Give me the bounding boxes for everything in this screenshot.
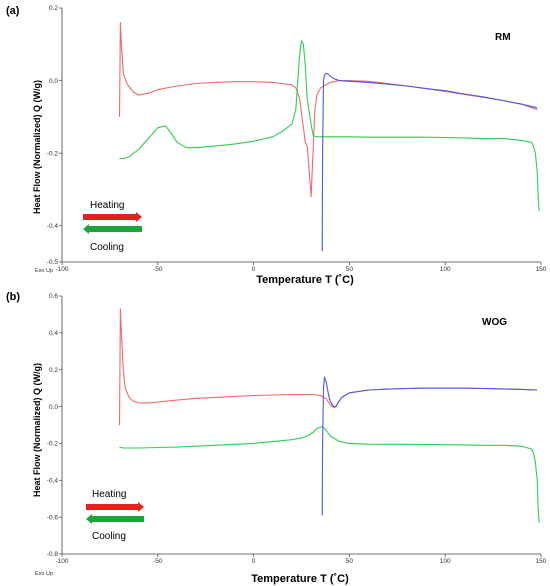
y-tick-label: 0.0 <box>49 78 58 85</box>
x-tick-label: 100 <box>440 266 451 273</box>
x-tick-label: 50 <box>346 266 354 273</box>
x-tick-label: 150 <box>536 266 547 273</box>
y-tick-label: 0.2 <box>49 5 58 12</box>
y-tick-label: -0.2 <box>47 150 59 157</box>
heating-second-curve <box>321 376 538 516</box>
x-tick-label: 0 <box>252 266 256 273</box>
y-tick-label: -0.8 <box>47 551 59 558</box>
panel-a-heating-label: Heating <box>90 200 124 211</box>
panel-a-label: (a) <box>6 5 20 17</box>
panel-a-legend-arrows <box>83 212 142 234</box>
cooling-curve <box>119 40 540 212</box>
x-tick-label: -100 <box>55 266 68 273</box>
panel-b-exo-up-label: Exo Up <box>35 571 53 577</box>
x-tick-label: -100 <box>55 558 68 565</box>
panel-a-axes <box>59 7 542 265</box>
panel-b-plot-area <box>118 308 540 523</box>
heating-curve <box>118 308 538 426</box>
y-tick-label: -0.6 <box>47 514 59 521</box>
panel-b-label: (b) <box>6 291 20 303</box>
panel-a-chart: (a) RM Heat Flow (Normalized) Q (W/g) Te… <box>6 5 547 286</box>
panel-b-chart: (b) WOG Heat Flow (Normalized) Q (W/g) T… <box>6 291 547 585</box>
panel-b-legend-arrows <box>86 502 144 524</box>
x-tick-label: 100 <box>440 558 451 565</box>
panel-b-cooling-label: Cooling <box>92 531 126 542</box>
y-tick-label: 0.2 <box>49 367 58 374</box>
panel-a-x-axis-label: Temperature T (˚C) <box>256 274 354 286</box>
panel-a-plot-area <box>118 21 540 252</box>
panel-a-y-axis-label: Heat Flow (Normalized) Q (W/g) <box>32 80 42 214</box>
heating-curve <box>118 21 538 198</box>
panel-b-sample-label: WOG <box>482 317 507 328</box>
x-tick-label: 150 <box>536 558 547 565</box>
x-tick-label: 50 <box>346 558 354 565</box>
cooling-arrow-icon <box>86 514 144 524</box>
y-tick-label: -0.4 <box>47 223 59 230</box>
heating-arrow-icon <box>83 212 142 222</box>
panel-b-heating-label: Heating <box>92 489 126 500</box>
y-tick-label: 0.4 <box>49 330 58 337</box>
x-tick-label: -50 <box>153 558 163 565</box>
heating-arrow-icon <box>86 502 144 512</box>
panel-a-tick-labels: -100 -50 0 50 100 150 0.2 0.0 -0.2 -0.4 -0.5 <box>47 5 547 273</box>
y-tick-label: -0.2 <box>47 441 59 448</box>
panel-b-axes <box>59 295 542 557</box>
heating-second-curve <box>321 72 538 252</box>
cooling-arrow-icon <box>83 224 142 234</box>
panel-a-exo-up-label: Exo Up <box>35 268 53 274</box>
x-tick-label: 0 <box>252 558 256 565</box>
x-tick-label: -50 <box>153 266 163 273</box>
cooling-curve <box>119 426 540 523</box>
y-tick-label: 0.0 <box>49 404 58 411</box>
panel-b-tick-labels: -100 -50 0 50 100 150 0.6 0.4 0.2 0.0 -0.2 -0.4 -0.6… <box>47 293 547 565</box>
panel-a-sample-label: RM <box>495 32 511 43</box>
y-tick-label: -0.4 <box>47 477 59 484</box>
panel-a-cooling-label: Cooling <box>90 242 124 253</box>
y-tick-label: -0.5 <box>47 259 59 266</box>
panel-b-x-axis-label: Temperature T (˚C) <box>251 573 349 585</box>
panel-b-y-axis-label: Heat Flow (Normalized) Q (W/g) <box>32 363 42 497</box>
y-tick-label: 0.6 <box>49 293 58 300</box>
